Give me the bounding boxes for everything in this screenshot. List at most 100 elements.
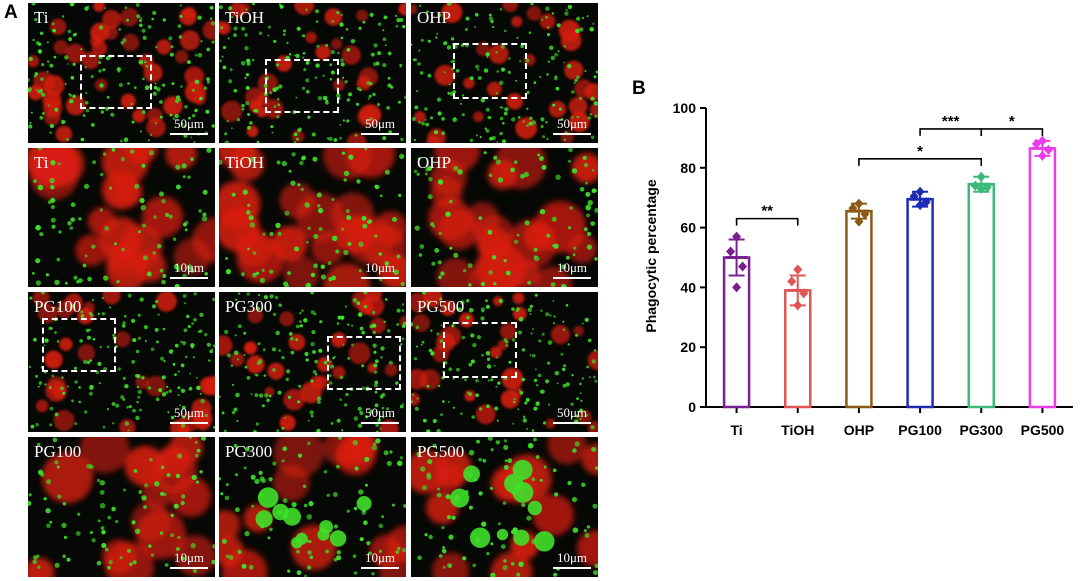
scale-bar-line — [170, 567, 208, 569]
scale-bar: 50μm — [553, 116, 591, 135]
micrograph-label: PG100 — [34, 297, 82, 316]
scale-bar-line — [361, 277, 399, 279]
x-tick-label-pg300: PG300 — [959, 422, 1003, 438]
scale-bar: 50μm — [170, 405, 208, 424]
data-point — [1037, 135, 1047, 146]
data-point — [915, 186, 925, 197]
scale-bar-label: 10μm — [173, 550, 205, 565]
zoom-region-box — [453, 43, 527, 99]
significance-bracket — [919, 128, 983, 136]
micrograph-label: PG300 — [225, 442, 273, 461]
scale-bar-line — [553, 133, 591, 135]
bar-ti — [722, 256, 751, 409]
y-axis-label: Phagocytic percentage — [643, 179, 659, 332]
scale-bar-label: 10μm — [173, 260, 205, 275]
micrograph-ohp-overview: OHP 50μm — [411, 3, 598, 143]
data-point — [732, 231, 742, 242]
data-point — [982, 182, 992, 193]
significance-bracket — [980, 128, 1044, 136]
zoom-region-box — [265, 59, 339, 113]
phagocytosis-bar-chart: Phagocytic percentage 0 20 40 60 80 100 Ti TiOH… — [643, 100, 1073, 438]
scale-bar-label: 50μm — [173, 116, 205, 131]
panel-a-label: A — [4, 2, 18, 23]
micrograph-pg500-overview: PG500 50μm — [411, 292, 598, 432]
scale-bar-line — [361, 567, 399, 569]
micrograph-ohp-zoom: OHP 10μm — [411, 148, 598, 287]
micrograph-pg300-overview: PG300 50μm — [219, 292, 406, 432]
micrograph-label: Ti — [34, 8, 49, 27]
scale-bar: 10μm — [553, 260, 591, 279]
x-tick-label-pg500: PG500 — [1021, 422, 1065, 438]
x-tick-label-ti: Ti — [730, 422, 742, 438]
data-point — [787, 276, 797, 287]
scale-bar: 10μm — [170, 550, 208, 569]
scale-bar-line — [553, 567, 591, 569]
data-point — [738, 261, 748, 272]
zoom-region-box — [42, 318, 116, 372]
y-tick-label: 20 — [680, 339, 696, 355]
data-point — [976, 171, 986, 182]
micrograph-ti-overview: Ti 50μm — [28, 3, 215, 143]
scale-bar: 50μm — [361, 405, 399, 424]
scale-bar-label: 50μm — [173, 405, 205, 420]
y-tick-label: 80 — [680, 160, 696, 176]
micrograph-label: TiOH — [225, 153, 265, 172]
micrograph-label: OHP — [417, 8, 452, 27]
micrograph-label: OHP — [417, 153, 452, 172]
bar-pg300 — [967, 182, 995, 409]
scale-bar-line — [170, 277, 208, 279]
scale-bar-label: 50μm — [556, 405, 588, 420]
scale-bar: 50μm — [361, 116, 399, 135]
panel-b-label: B — [632, 78, 646, 99]
data-point — [1037, 150, 1047, 161]
x-tick-label-ohp: OHP — [844, 422, 874, 438]
data-point — [854, 198, 864, 209]
significance-label: *** — [942, 113, 960, 130]
y-tick-label: 0 — [688, 399, 696, 415]
scale-bar-label: 10μm — [364, 550, 396, 565]
micrograph-grid: Ti 50μm TiOH 50μm OHP 50μm Ti 10μm TiOH 10μm OHP 10… — [28, 3, 598, 577]
significance-bracket — [735, 217, 799, 226]
scale-bar-line — [361, 133, 399, 135]
scale-bar: 50μm — [553, 405, 591, 424]
micrograph-pg100-overview: PG100 50μm — [28, 292, 215, 432]
data-point — [909, 191, 919, 202]
data-point — [848, 203, 858, 214]
micrograph-label: PG500 — [417, 442, 465, 461]
scale-bar-label: 50μm — [364, 405, 396, 420]
y-tick-label: 100 — [673, 100, 697, 116]
scale-bar-label: 10μm — [556, 260, 588, 275]
data-point — [854, 216, 864, 227]
scale-bar-line — [170, 133, 208, 135]
scale-bar-label: 10μm — [364, 260, 396, 275]
significance-bracket — [858, 158, 983, 166]
scale-bar-line — [553, 422, 591, 424]
scale-bar: 10μm — [170, 260, 208, 279]
zoom-region-box — [327, 336, 401, 390]
scale-bar-line — [361, 422, 399, 424]
bar-ohp — [845, 209, 873, 409]
x-tick-label-tioh: TiOH — [781, 422, 814, 438]
x-tick-label-pg100: PG100 — [898, 422, 942, 438]
data-point — [799, 288, 809, 299]
scale-bar-label: 50μm — [364, 116, 396, 131]
data-point — [793, 264, 803, 275]
micrograph-pg300-zoom: PG300 10μm — [219, 437, 406, 577]
micrograph-label: PG100 — [34, 442, 82, 461]
micrograph-label: PG300 — [225, 297, 273, 316]
y-tick-label: 60 — [680, 220, 696, 236]
significance-label: * — [917, 143, 923, 160]
micrograph-label: TiOH — [225, 8, 265, 27]
scale-bar: 10μm — [361, 550, 399, 569]
data-point — [976, 183, 986, 194]
data-point — [915, 200, 925, 211]
scale-bar: 10μm — [553, 550, 591, 569]
scale-bar-label: 50μm — [556, 116, 588, 131]
y-tick-label: 40 — [680, 279, 696, 295]
data-point — [1043, 144, 1053, 155]
micrograph-label: Ti — [34, 153, 49, 172]
significance-label: * — [1009, 113, 1015, 130]
data-point — [726, 246, 736, 257]
scale-bar-line — [553, 277, 591, 279]
